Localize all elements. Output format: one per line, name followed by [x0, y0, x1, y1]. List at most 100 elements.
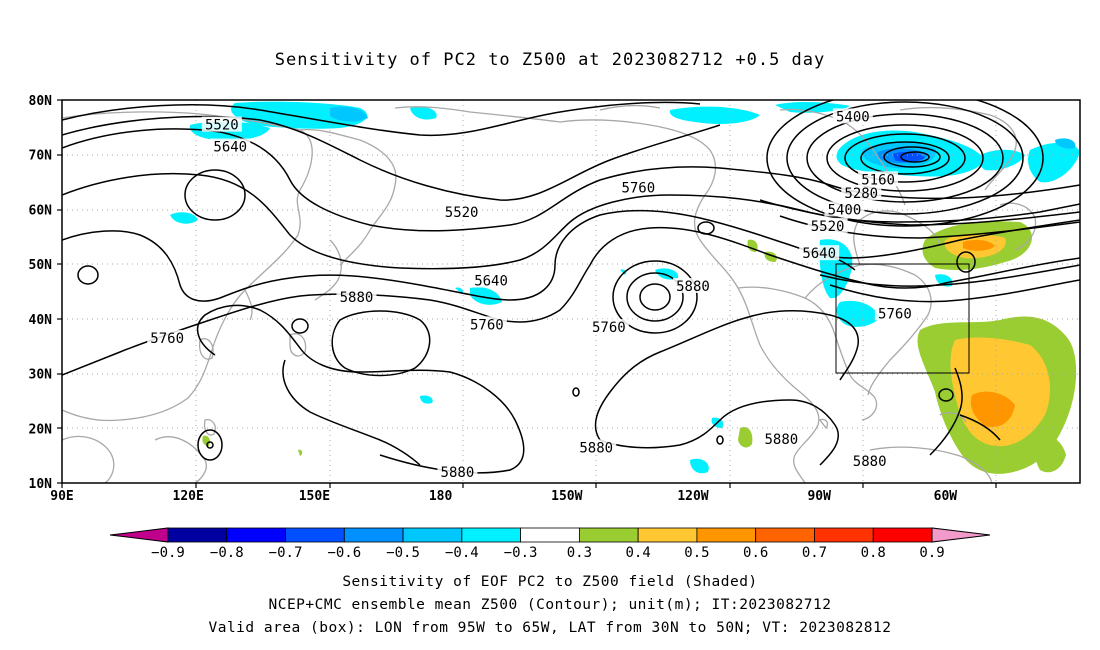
lat-tick-label: 30N [29, 368, 53, 383]
colorbar-label: −0.9 [151, 545, 185, 561]
contour-label: 5760 [470, 317, 504, 333]
contour-label: 5400 [836, 109, 870, 125]
contour-label-bg [471, 272, 512, 288]
colorbar-label: −0.6 [327, 545, 361, 561]
colorbar-underflow-triangle [109, 527, 169, 543]
colorbar-bin [578, 527, 639, 543]
colorbar-label: −0.7 [269, 545, 303, 561]
contour-label: 5880 [764, 432, 798, 448]
colorbar-label: 0.8 [861, 545, 886, 561]
contour-label-bg [147, 330, 188, 346]
contour-label-bg [832, 108, 873, 124]
map-frame [61, 99, 1081, 484]
caption-line-2: NCEP+CMC ensemble mean Z500 (Contour); u… [268, 597, 832, 613]
colorbar-bin [285, 527, 345, 543]
contour-label: 5760 [150, 331, 184, 347]
lon-tick-label: 90E [50, 489, 73, 504]
contour-label: 5760 [592, 320, 626, 336]
colorbar-bin [402, 527, 463, 543]
colorbar-bin [520, 527, 580, 543]
contour-label-bg [841, 185, 882, 201]
contour-label-bg [437, 464, 478, 480]
contour-label: 5760 [621, 181, 655, 197]
contour-label: 5760 [878, 306, 912, 322]
contour-label-bg [201, 116, 242, 132]
colorbar-label: 0.9 [919, 545, 944, 561]
contour-label-bg [799, 245, 840, 261]
contour-label: 5880 [340, 290, 374, 306]
lat-tick-label: 10N [29, 477, 53, 492]
positive-sensitivity-shading [202, 221, 1077, 474]
lat-tick-label: 50N [29, 258, 53, 273]
lat-tick-label: 70N [29, 149, 53, 164]
contour-label: 5400 [828, 202, 862, 218]
colorbar-label: −0.8 [210, 545, 244, 561]
colorbar-label: 0.3 [567, 545, 592, 561]
axis-ticks [57, 99, 997, 488]
colorbar-label: −0.4 [445, 545, 479, 561]
figure-title: Sensitivity of PC2 to Z500 at 2023082712… [274, 50, 826, 70]
contour-label-bg [588, 319, 629, 335]
lon-tick-label: 120W [677, 489, 708, 504]
lat-tick-label: 60N [29, 203, 53, 218]
contour-label: 5520 [205, 118, 239, 134]
longitude-labels: 90E 120E 150E 180 150W 120W 90W 60W [50, 489, 957, 504]
caption-line-3: Valid area (box): LON from 95W to 65W, L… [208, 620, 892, 636]
contour-label-bg [466, 316, 507, 332]
latitude-labels: 80N 70N 60N 50N 40N 30N 20N 10N [29, 94, 53, 492]
contour-label: 5880 [441, 465, 475, 481]
colorbar-bin [696, 527, 757, 543]
valid-area-box [835, 263, 970, 374]
contour-label-bg [618, 179, 659, 195]
colorbar-bin [755, 527, 815, 543]
colorbar-label: 0.5 [684, 545, 709, 561]
colorbar-bin [343, 527, 404, 543]
colorbar-bin [872, 527, 933, 543]
contour-label-bg [336, 288, 377, 304]
contour-label-bg [824, 201, 865, 217]
contour-label: 5160 [861, 172, 895, 188]
contour-label-bg [441, 204, 482, 220]
contour-label: 5640 [474, 274, 508, 290]
colorbar-bin [461, 527, 522, 543]
colorbar: −0.9 −0.8 −0.7 −0.6 −0.5 −0.4 −0.3 0.3 0.4 0.5 0.6… [109, 527, 991, 561]
lon-tick-label: 60W [934, 489, 958, 504]
contour-label-bg [576, 439, 617, 455]
contour-label: 5280 [844, 186, 878, 202]
lon-tick-label: 150W [551, 489, 582, 504]
lon-tick-label: 90W [807, 489, 831, 504]
contour-label: 5880 [853, 454, 887, 470]
colorbar-label: −0.3 [504, 545, 538, 561]
z500-contours [62, 100, 1080, 474]
colorbar-label: 0.7 [802, 545, 827, 561]
colorbar-label: 0.6 [743, 545, 768, 561]
contour-label-bg [858, 171, 899, 187]
contour-label-bg [849, 453, 890, 469]
contour-label-bg [874, 305, 915, 321]
lon-tick-label: 120E [173, 489, 204, 504]
colorbar-bin [167, 527, 228, 543]
contour-label: 5640 [213, 140, 247, 156]
contour-label: 5880 [579, 440, 613, 456]
colorbar-label: −0.5 [386, 545, 420, 561]
contour-label-bg [210, 138, 251, 154]
colorbar-bin [226, 527, 286, 543]
contour-label-bg [672, 278, 713, 294]
colorbar-overflow-triangle [931, 527, 991, 543]
contour-label: 5520 [811, 219, 845, 235]
contour-label: 5520 [445, 205, 479, 221]
lat-tick-label: 40N [29, 313, 53, 328]
contour-label: 5640 [802, 246, 836, 262]
contour-labels: 5520564055205760540051605280540055205640… [147, 108, 915, 481]
contour-label: 5880 [676, 279, 710, 295]
colorbar-bin [814, 527, 874, 543]
caption-line-1: Sensitivity of EOF PC2 to Z500 field (Sh… [342, 574, 758, 590]
lon-tick-label: 150E [299, 489, 330, 504]
colorbar-label: 0.4 [626, 545, 651, 561]
lat-tick-label: 80N [29, 94, 53, 109]
colorbar-bin [637, 527, 698, 543]
lat-tick-label: 20N [29, 422, 53, 437]
contour-label-bg [761, 431, 802, 447]
contour-label-bg [807, 217, 848, 233]
